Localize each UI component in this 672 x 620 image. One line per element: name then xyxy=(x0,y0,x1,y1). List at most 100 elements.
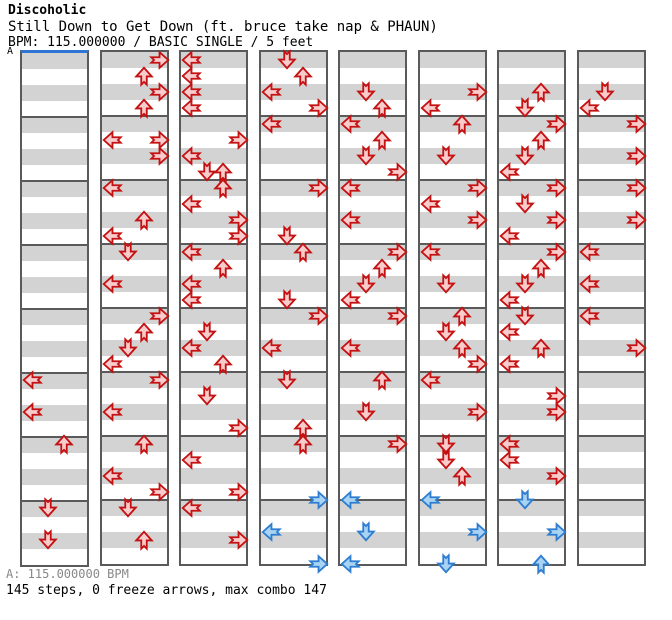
step-arrow-right xyxy=(467,354,488,374)
measure-divider xyxy=(261,115,326,117)
step-arrow-down xyxy=(356,145,376,166)
step-arrow-right xyxy=(626,210,647,230)
step-arrow-down xyxy=(436,273,456,294)
measure-divider xyxy=(420,307,485,309)
step-arrow-right-eighth xyxy=(308,554,329,574)
step-arrow-right xyxy=(467,178,488,198)
measure-divider xyxy=(420,435,485,437)
step-arrow-down xyxy=(436,449,456,470)
step-arrow-up xyxy=(452,114,472,135)
measure-divider xyxy=(340,435,405,437)
step-arrow-right xyxy=(626,114,647,134)
step-arrow-left xyxy=(261,338,282,358)
measure-divider xyxy=(181,179,246,181)
measure-divider xyxy=(181,307,246,309)
step-arrow-up-eighth xyxy=(531,554,551,575)
step-arrow-left xyxy=(181,50,202,70)
step-arrow-right xyxy=(149,82,170,102)
step-arrow-up xyxy=(372,370,392,391)
measure-divider xyxy=(261,179,326,181)
step-arrow-left xyxy=(102,402,123,422)
measure-divider xyxy=(420,115,485,117)
step-arrow-right xyxy=(387,242,408,262)
step-arrow-left xyxy=(499,434,520,454)
measure-divider xyxy=(499,435,564,437)
step-arrow-up xyxy=(54,434,74,455)
step-arrow-right xyxy=(308,306,329,326)
step-arrow-left xyxy=(181,66,202,86)
step-arrow-up xyxy=(213,258,233,279)
step-arrow-left xyxy=(499,290,520,310)
step-arrow-left xyxy=(22,402,43,422)
step-arrow-up xyxy=(531,82,551,103)
step-arrow-up xyxy=(213,162,233,183)
step-arrow-left xyxy=(102,226,123,246)
measure-divider xyxy=(499,371,564,373)
measure-divider xyxy=(102,243,167,245)
measure-divider xyxy=(499,243,564,245)
measure-divider xyxy=(22,372,87,374)
step-arrow-right xyxy=(228,130,249,150)
step-arrow-right xyxy=(149,50,170,70)
measure-divider xyxy=(102,499,167,501)
step-arrow-up xyxy=(293,434,313,455)
step-arrow-down xyxy=(277,369,297,390)
step-arrow-left xyxy=(579,306,600,326)
step-arrow-right xyxy=(149,306,170,326)
measure-divider xyxy=(102,371,167,373)
step-arrow-left xyxy=(499,226,520,246)
step-arrow-down-eighth xyxy=(515,489,535,510)
step-arrow-left xyxy=(340,338,361,358)
step-arrow-right xyxy=(626,146,647,166)
chart-meta: BPM: 115.000000 / BASIC SINGLE / 5 feet xyxy=(8,35,314,50)
measure-divider xyxy=(420,371,485,373)
step-arrow-down xyxy=(277,225,297,246)
measure-divider xyxy=(261,371,326,373)
step-arrow-left xyxy=(579,274,600,294)
step-arrow-down xyxy=(118,241,138,262)
step-arrow-down xyxy=(515,273,535,294)
step-arrow-up xyxy=(531,258,551,279)
measure-divider xyxy=(261,435,326,437)
step-arrow-up xyxy=(134,66,154,87)
measure-divider xyxy=(579,371,644,373)
step-arrow-down xyxy=(277,49,297,70)
measure-divider xyxy=(579,307,644,309)
step-arrow-up xyxy=(293,242,313,263)
measure-divider xyxy=(102,115,167,117)
step-arrow-left xyxy=(181,498,202,518)
step-arrow-down xyxy=(436,321,456,342)
step-arrow-down xyxy=(197,385,217,406)
measure-divider xyxy=(340,115,405,117)
step-arrow-left xyxy=(499,322,520,342)
step-arrow-right xyxy=(546,402,567,422)
step-arrow-up xyxy=(372,258,392,279)
step-arrow-left xyxy=(181,98,202,118)
step-arrow-right xyxy=(626,338,647,358)
step-arrow-right xyxy=(467,402,488,422)
step-arrow-left xyxy=(102,130,123,150)
measure-divider xyxy=(579,243,644,245)
step-arrow-left xyxy=(420,370,441,390)
step-arrow-right xyxy=(228,482,249,502)
step-arrow-left xyxy=(499,162,520,182)
step-arrow-down xyxy=(118,337,138,358)
step-arrow-down xyxy=(38,529,58,550)
measure-divider xyxy=(181,115,246,117)
step-arrow-down xyxy=(356,81,376,102)
step-arrow-left xyxy=(181,242,202,262)
step-arrow-left xyxy=(499,354,520,374)
measure-divider xyxy=(579,179,644,181)
step-arrow-left xyxy=(102,274,123,294)
step-arrow-right-eighth xyxy=(467,522,488,542)
step-arrow-up xyxy=(134,530,154,551)
bpm-marker-label: A xyxy=(7,46,14,57)
measure-divider xyxy=(579,435,644,437)
step-arrow-down xyxy=(515,97,535,118)
step-arrow-right xyxy=(228,530,249,550)
step-arrow-left xyxy=(420,194,441,214)
artist-name: Discoholic xyxy=(8,3,87,18)
step-arrow-right-eighth xyxy=(308,490,329,510)
step-arrow-left xyxy=(22,370,43,390)
